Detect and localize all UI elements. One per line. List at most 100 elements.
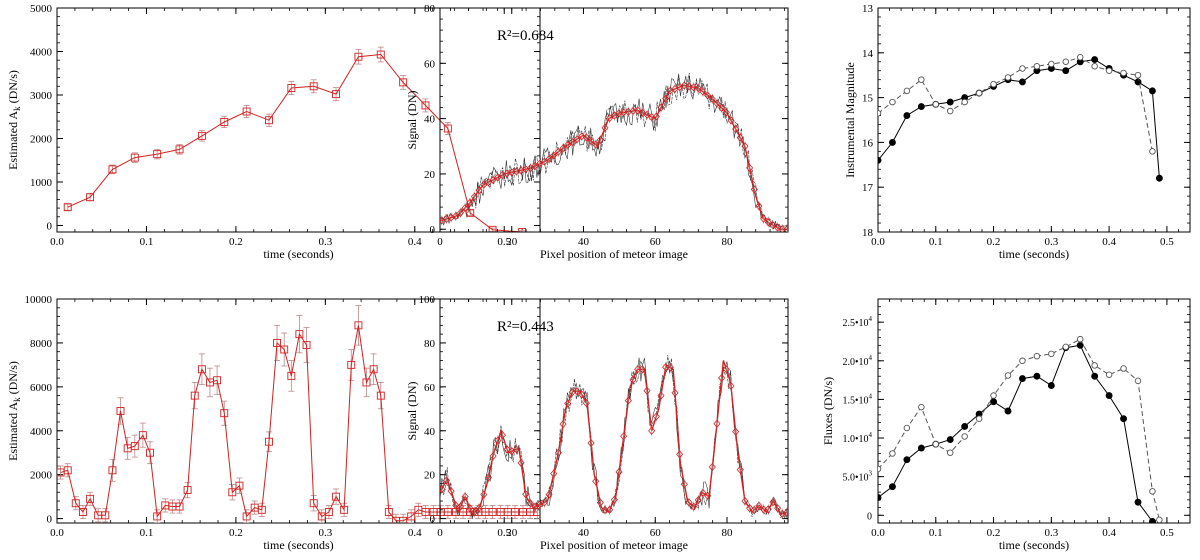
data-point	[475, 503, 483, 513]
data-point	[559, 420, 567, 429]
data-point	[518, 228, 527, 232]
data-point	[596, 135, 604, 144]
x-tick-label: 0.1	[929, 527, 943, 539]
data-point	[685, 82, 693, 91]
data-point	[582, 133, 590, 142]
data-point	[629, 375, 637, 384]
data-point	[545, 490, 553, 499]
data-point	[736, 133, 744, 142]
data-point	[190, 391, 199, 400]
data-point	[708, 462, 716, 472]
x-axis-label: time (seconds)	[999, 247, 1069, 261]
data-point	[484, 178, 492, 187]
plot-frame	[439, 298, 789, 524]
data-point	[376, 391, 385, 400]
y-tick-label: 4000	[30, 46, 53, 58]
x-tick-label: 0.1	[929, 236, 943, 248]
data-point-filled	[888, 138, 896, 146]
y-tick-label: 80	[424, 338, 436, 350]
y-tick-label: 20	[424, 470, 436, 482]
y-tick-label: 15	[862, 93, 874, 105]
data-point-open	[961, 433, 968, 440]
x-tick-label: 0.3	[318, 236, 332, 248]
data-point	[175, 502, 184, 511]
data-point-open	[1105, 67, 1113, 74]
data-point	[643, 110, 651, 119]
model-fit	[440, 360, 788, 516]
y-axis-label: Signal (DN)	[405, 91, 419, 150]
y-tick-label: 0	[47, 514, 53, 526]
plot-area	[440, 72, 788, 232]
data-point	[746, 163, 754, 172]
y-tick-label: 10000	[25, 294, 53, 306]
data-point-filled	[1105, 392, 1113, 400]
data-point-open	[1091, 362, 1098, 369]
data-point	[494, 173, 502, 182]
data-point	[354, 52, 363, 61]
data-point	[452, 501, 460, 510]
x-tick-label: 0.5	[1160, 236, 1174, 248]
data-point-open	[1033, 62, 1041, 70]
data-point-filled	[1004, 407, 1012, 415]
plot-frame	[877, 298, 1191, 524]
data-point-filled	[1148, 87, 1156, 95]
data-point	[741, 496, 749, 506]
data-point	[587, 136, 595, 146]
data-point	[680, 81, 688, 90]
data-point-open	[1048, 60, 1055, 68]
data-point	[101, 511, 110, 520]
observed-signal	[440, 357, 788, 519]
data-point-open	[889, 98, 896, 106]
data-point	[750, 505, 758, 515]
data-point	[582, 398, 590, 408]
data-point-open	[1076, 335, 1084, 343]
data-point	[592, 140, 600, 149]
data-point-open	[932, 440, 940, 448]
plot-frame	[56, 298, 541, 524]
data-point	[324, 508, 333, 516]
y-axis-label: Instrumental Magnitude	[843, 62, 857, 178]
data-point	[554, 147, 562, 156]
data-point	[760, 505, 768, 514]
data-point	[466, 208, 475, 217]
data-point	[783, 225, 788, 232]
data-point-filled	[1091, 372, 1099, 380]
data-point-filled	[878, 156, 882, 164]
data-point	[601, 505, 609, 514]
data-point	[615, 467, 623, 477]
data-point	[550, 151, 558, 160]
data-point-open	[1105, 371, 1113, 378]
data-point-filled	[1091, 56, 1099, 63]
data-point-open	[1156, 516, 1163, 523]
plot-area	[878, 54, 1163, 182]
data-point-open	[878, 465, 882, 473]
data-point	[489, 451, 497, 461]
data-point	[685, 498, 693, 507]
data-point	[634, 106, 642, 115]
data-point	[452, 211, 460, 221]
data-point-open	[1062, 58, 1070, 66]
observed-signal	[440, 74, 788, 231]
data-point	[86, 193, 95, 202]
data-point	[470, 192, 478, 201]
data-point-filled	[1033, 372, 1041, 380]
data-point	[108, 165, 117, 174]
data-point	[407, 512, 416, 521]
data-point	[498, 431, 506, 440]
data-point	[332, 492, 341, 501]
data-point-filled	[903, 112, 911, 119]
data-point	[578, 132, 586, 141]
data-point-open	[932, 101, 940, 108]
data-point	[778, 225, 786, 232]
data-point	[480, 490, 488, 499]
data-point-open	[975, 89, 983, 97]
data-point	[302, 341, 311, 350]
y-tick-label: 4000	[30, 426, 53, 438]
data-point-open	[1134, 377, 1142, 385]
y-tick-label: 60	[424, 382, 436, 394]
series-line-open	[878, 338, 1160, 521]
data-point	[488, 508, 497, 516]
data-point-filled	[1062, 67, 1070, 75]
data-point	[138, 431, 147, 440]
data-point-open	[1120, 365, 1127, 372]
